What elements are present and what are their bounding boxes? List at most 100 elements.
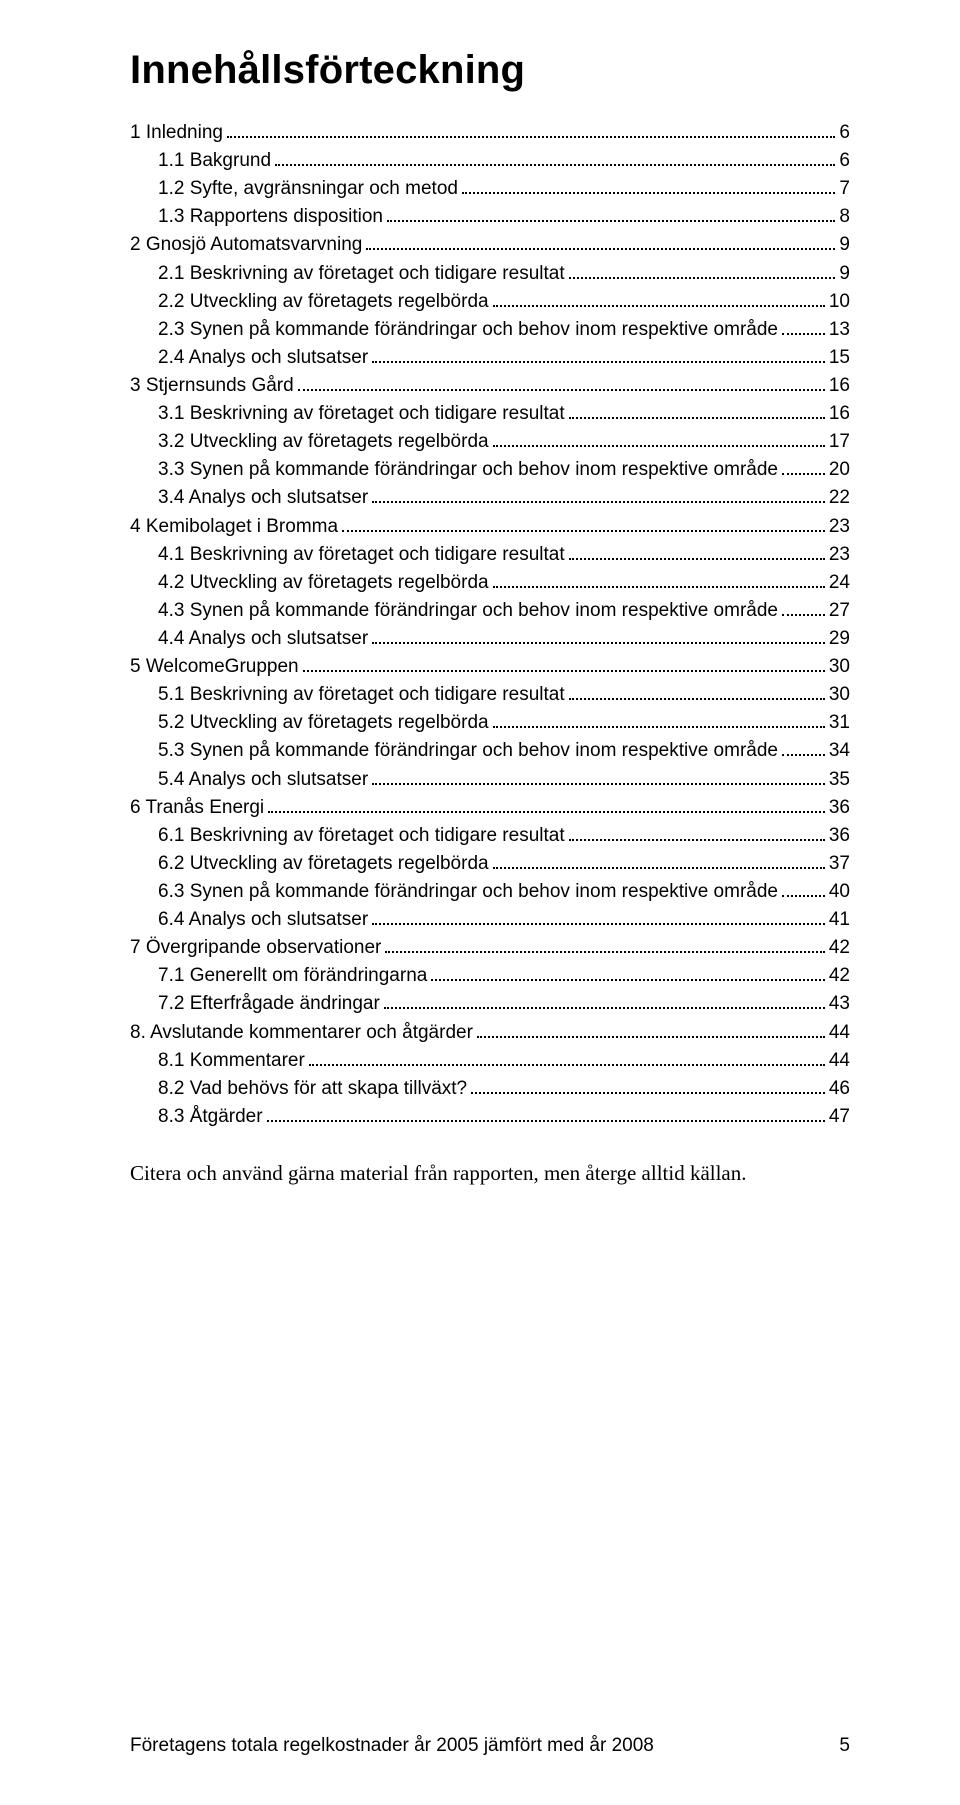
toc-leader-dots (268, 794, 825, 812)
toc-entry: 7.2 Efterfrågade ändringar43 (130, 990, 850, 1018)
toc-entry: 3.3 Synen på kommande förändringar och b… (130, 456, 850, 484)
page-footer: Företagens totala regelkostnader år 2005… (130, 1735, 850, 1757)
toc-entry-page: 13 (829, 316, 850, 344)
toc-entry-page: 47 (829, 1103, 850, 1131)
toc-entry-label: 2.4 Analys och slutsatser (158, 344, 368, 372)
toc-entry: 8.2 Vad behövs för att skapa tillväxt? 46 (130, 1075, 850, 1103)
toc-entry-page: 41 (829, 906, 850, 934)
footer-page-number: 5 (839, 1735, 850, 1757)
toc-leader-dots (569, 260, 836, 278)
toc-entry-page: 22 (829, 484, 850, 512)
toc-leader-dots (477, 1019, 825, 1037)
toc-entry: 5.1 Beskrivning av företaget och tidigar… (130, 681, 850, 709)
toc-leader-dots (493, 289, 825, 307)
toc-entry-label: 6.4 Analys och slutsatser (158, 906, 368, 934)
toc-entry-page: 24 (829, 569, 850, 597)
toc-entry-page: 42 (829, 934, 850, 962)
toc-entry: 7.1 Generellt om förändringarna42 (130, 962, 850, 990)
toc-leader-dots (782, 457, 825, 475)
toc-entry: 5.3 Synen på kommande förändringar och b… (130, 737, 850, 765)
toc-leader-dots (782, 317, 825, 335)
toc-leader-dots (782, 879, 825, 897)
toc-entry: 2.2 Utveckling av företagets regelbörda 1… (130, 288, 850, 316)
toc-entry-page: 42 (829, 962, 850, 990)
toc-leader-dots (431, 963, 825, 981)
toc-entry: 3.4 Analys och slutsatser 22 (130, 484, 850, 512)
toc-entry-page: 16 (829, 372, 850, 400)
toc-entry: 2.1 Beskrivning av företaget och tidigar… (130, 260, 850, 288)
toc-entry-page: 34 (829, 737, 850, 765)
toc-entry: 4.4 Analys och slutsatser29 (130, 625, 850, 653)
toc-entry-page: 36 (829, 794, 850, 822)
toc-entry: 4.3 Synen på kommande förändringar och b… (130, 597, 850, 625)
toc-entry: 3.1 Beskrivning av företaget och tidigar… (130, 400, 850, 428)
toc-leader-dots (782, 738, 825, 756)
toc-leader-dots (227, 120, 835, 138)
toc-entry-label: 6.3 Synen på kommande förändringar och b… (158, 878, 778, 906)
toc-entry-label: 5 WelcomeGruppen (130, 653, 299, 681)
toc-entry-page: 9 (839, 260, 850, 288)
toc-entry: 8. Avslutande kommentarer och åtgärder44 (130, 1019, 850, 1047)
toc-entry-label: 6.2 Utveckling av företagets regelbörda (158, 850, 489, 878)
toc-entry: 2 Gnosjö Automatsvarvning9 (130, 231, 850, 259)
toc-leader-dots (493, 851, 825, 869)
toc-leader-dots (309, 1047, 825, 1065)
toc-entry: 4.2 Utveckling av företagets regelbörda2… (130, 569, 850, 597)
toc-entry-page: 40 (829, 878, 850, 906)
toc-entry: 5 WelcomeGruppen 30 (130, 653, 850, 681)
toc-leader-dots (298, 373, 825, 391)
toc-leader-dots (303, 654, 825, 672)
toc-entry-label: 6.1 Beskrivning av företaget och tidigar… (158, 822, 565, 850)
toc-entry: 5.2 Utveckling av företagets regelbörda3… (130, 709, 850, 737)
toc-entry: 6.1 Beskrivning av företaget och tidigar… (130, 822, 850, 850)
toc-entry-label: 5.2 Utveckling av företagets regelbörda (158, 709, 489, 737)
footer-text: Företagens totala regelkostnader år 2005… (130, 1735, 654, 1757)
toc-entry-label: 7.2 Efterfrågade ändringar (158, 990, 380, 1018)
toc-entry: 6.2 Utveckling av företagets regelbörda 3… (130, 850, 850, 878)
toc-entry-page: 30 (829, 681, 850, 709)
toc-entry-label: 2.1 Beskrivning av företaget och tidigar… (158, 260, 565, 288)
toc-leader-dots (366, 232, 835, 250)
toc-entry-page: 6 (839, 147, 850, 175)
toc-leader-dots (372, 345, 825, 363)
toc-entry-label: 1 Inledning (130, 119, 223, 147)
toc-entry-page: 20 (829, 456, 850, 484)
toc-entry-page: 6 (839, 119, 850, 147)
toc-leader-dots (372, 907, 825, 925)
table-of-contents: 1 Inledning 6 1.1 Bakgrund 6 1.2 Syfte, avgr… (130, 119, 850, 1131)
toc-leader-dots (385, 935, 824, 953)
toc-entry-page: 46 (829, 1075, 850, 1103)
toc-entry: 1.3 Rapportens disposition8 (130, 203, 850, 231)
toc-entry-label: 6 Tranås Energi (130, 794, 264, 822)
toc-entry: 3 Stjernsunds Gård16 (130, 372, 850, 400)
toc-entry-page: 37 (829, 850, 850, 878)
toc-entry-label: 3.4 Analys och slutsatser (158, 484, 368, 512)
toc-entry-label: 1.1 Bakgrund (158, 147, 271, 175)
toc-entry: 8.1 Kommentarer 44 (130, 1047, 850, 1075)
toc-entry-page: 30 (829, 653, 850, 681)
toc-entry: 2.4 Analys och slutsatser 15 (130, 344, 850, 372)
toc-entry-label: 5.1 Beskrivning av företaget och tidigar… (158, 681, 565, 709)
toc-entry-label: 1.2 Syfte, avgränsningar och metod (158, 175, 458, 203)
toc-entry-label: 8.1 Kommentarer (158, 1047, 305, 1075)
toc-leader-dots (569, 823, 825, 841)
toc-entry-label: 5.4 Analys och slutsatser (158, 766, 368, 794)
toc-entry-label: 2.2 Utveckling av företagets regelbörda (158, 288, 489, 316)
toc-leader-dots (372, 626, 825, 644)
toc-entry-label: 3.3 Synen på kommande förändringar och b… (158, 456, 778, 484)
toc-entry-page: 15 (829, 344, 850, 372)
toc-leader-dots (569, 542, 825, 560)
toc-entry-label: 2.3 Synen på kommande förändringar och b… (158, 316, 778, 344)
toc-entry-page: 44 (829, 1047, 850, 1075)
toc-entry-page: 9 (839, 231, 850, 259)
toc-entry: 6 Tranås Energi 36 (130, 794, 850, 822)
toc-entry: 1 Inledning 6 (130, 119, 850, 147)
toc-entry-label: 4.3 Synen på kommande förändringar och b… (158, 597, 778, 625)
toc-entry-label: 8.2 Vad behövs för att skapa tillväxt? (158, 1075, 467, 1103)
toc-entry: 4.1 Beskrivning av företaget och tidigar… (130, 541, 850, 569)
document-page: Innehållsförteckning 1 Inledning61.1 Bak… (0, 0, 960, 1805)
toc-entry-label: 1.3 Rapportens disposition (158, 203, 383, 231)
toc-entry-page: 10 (829, 288, 850, 316)
toc-entry-page: 23 (829, 541, 850, 569)
toc-leader-dots (275, 148, 835, 166)
